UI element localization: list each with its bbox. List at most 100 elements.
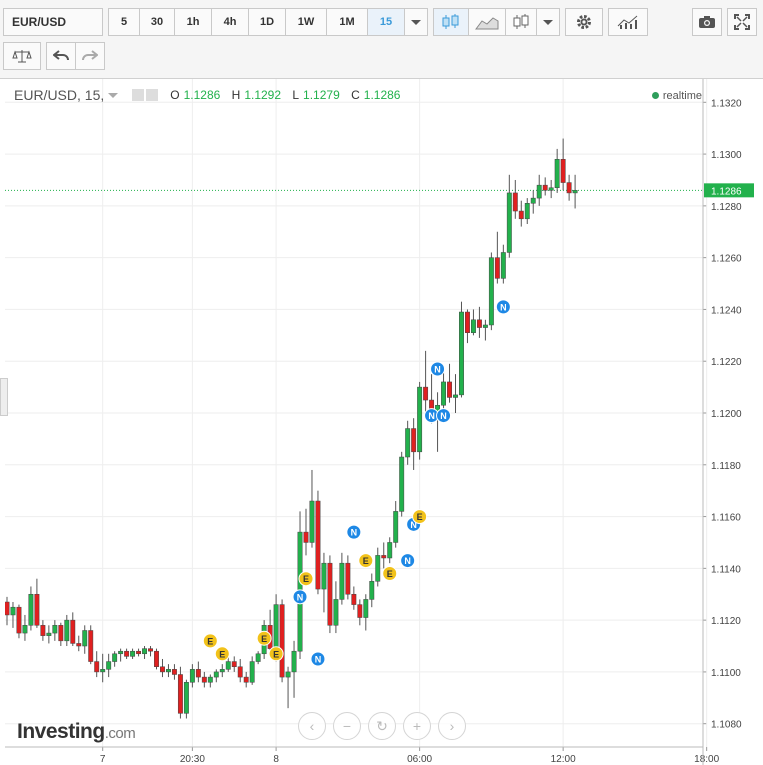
candle-up <box>333 599 339 626</box>
settings-button[interactable] <box>565 8 603 36</box>
interval-4h-button[interactable]: 4h <box>211 8 249 36</box>
candle-down <box>381 555 387 559</box>
logo-text: Investing <box>17 720 105 743</box>
candle-up <box>459 311 464 396</box>
candlestick-outline-icon <box>513 14 529 29</box>
chevron-down-icon[interactable] <box>108 92 119 98</box>
investing-logo: Investing.com <box>17 720 136 744</box>
candle-up <box>309 500 315 543</box>
candle-down <box>465 311 470 333</box>
candle-down <box>237 666 243 678</box>
reset-button[interactable]: ↻ <box>368 712 396 740</box>
bars-type-button[interactable] <box>505 8 537 36</box>
screenshot-button[interactable] <box>692 8 722 36</box>
economic-event-marker <box>202 633 218 649</box>
scroll-right-button[interactable]: › <box>438 712 466 740</box>
candle-down <box>40 625 46 636</box>
candle-up <box>130 650 136 657</box>
compare-button[interactable] <box>3 42 41 70</box>
candle-down <box>345 562 351 595</box>
x-tick-label: 20:30 <box>180 754 205 765</box>
open-label: O <box>170 88 180 102</box>
candle-up <box>554 159 560 188</box>
chart-type-dropdown-button[interactable] <box>536 8 560 36</box>
zoom-in-button[interactable]: + <box>403 712 431 740</box>
zoom-out-button[interactable]: − <box>333 712 361 740</box>
y-tick-label: 1.1140 <box>711 564 741 575</box>
candle-up <box>291 650 297 673</box>
candle-down <box>494 257 500 279</box>
candle-up <box>530 197 536 204</box>
chart-area[interactable]: 1.1320 1.1300 1.1280 1.1260 1.1240 1.1220 1.12… <box>5 79 758 765</box>
chevron-left-icon: ‹ <box>309 718 315 734</box>
candle-down <box>315 500 321 590</box>
candle-up <box>321 562 327 590</box>
eye-icon[interactable] <box>132 89 145 101</box>
candle-down <box>171 669 177 675</box>
y-tick-label: 1.1100 <box>711 668 741 679</box>
event-marker-label: E <box>261 634 267 644</box>
candle-up <box>142 648 147 655</box>
price-chart[interactable]: 1.1320 1.1300 1.1280 1.1260 1.1240 1.1220 1.12… <box>5 79 758 765</box>
candle-up <box>417 386 423 453</box>
candles-type-button[interactable] <box>433 8 469 36</box>
low-value: 1.1279 <box>303 88 340 102</box>
undo-button[interactable] <box>46 42 76 70</box>
event-marker-label: N <box>440 411 447 421</box>
event-marker-label: E <box>363 556 369 566</box>
close-label: C <box>351 88 360 102</box>
interval-30-button[interactable]: 30 <box>139 8 175 36</box>
candle-down <box>5 601 10 616</box>
interval-1m-button[interactable]: 1M <box>326 8 368 36</box>
redo-button[interactable] <box>75 42 105 70</box>
candle-up <box>548 187 554 191</box>
chevron-down-icon <box>543 19 553 25</box>
candle-up <box>249 661 255 683</box>
interval-dropdown-button[interactable] <box>404 8 428 36</box>
news-event-marker <box>310 651 326 667</box>
y-tick-label: 1.1220 <box>711 357 742 368</box>
scroll-left-button[interactable]: ‹ <box>298 712 326 740</box>
x-tick-label: 06:00 <box>407 754 432 765</box>
event-marker-label: N <box>428 411 435 421</box>
candle-down <box>518 210 524 220</box>
y-tick-label: 1.1320 <box>711 98 742 109</box>
candle-up <box>22 625 28 634</box>
candle-up <box>46 632 52 636</box>
y-tick-label: 1.1300 <box>711 150 742 161</box>
event-marker-label: N <box>404 556 411 566</box>
current-price-label-bg <box>704 183 754 198</box>
interval-1h-button[interactable]: 1h <box>174 8 212 36</box>
left-panel-toggle[interactable] <box>0 378 8 416</box>
event-marker-label: E <box>417 512 423 522</box>
candle-down <box>34 593 40 626</box>
candle-down <box>88 630 94 662</box>
candle-up <box>219 669 225 673</box>
candle-up <box>441 381 446 406</box>
candle-up <box>28 593 34 626</box>
candle-up <box>166 669 171 673</box>
candle-down <box>542 184 548 191</box>
candle-down <box>76 643 82 647</box>
economic-event-marker <box>382 566 398 582</box>
toolbar-right-group <box>692 8 757 36</box>
candle-up <box>399 456 405 512</box>
gear-icon[interactable] <box>146 89 159 101</box>
candle-up <box>393 511 399 543</box>
candle-up <box>82 630 88 647</box>
symbol-search-input[interactable]: EUR/USD <box>3 8 103 36</box>
fullscreen-button[interactable] <box>727 8 757 36</box>
undo-icon <box>53 50 69 61</box>
candle-down <box>512 192 518 212</box>
chevron-right-icon: › <box>449 718 455 734</box>
legend-ohlc: O 1.1286 H 1.1292 L 1.1279 C 1.1286 <box>162 88 400 102</box>
interval-15-button[interactable]: 15 <box>367 8 405 36</box>
y-tick-label: 1.1200 <box>711 409 742 420</box>
interval-1w-button[interactable]: 1W <box>285 8 327 36</box>
area-type-button[interactable] <box>468 8 506 36</box>
candle-up <box>112 653 118 662</box>
interval-5-button[interactable]: 5 <box>108 8 140 36</box>
indicators-button[interactable] <box>608 8 648 36</box>
current-price-label: 1.1286 <box>711 186 742 197</box>
interval-1d-button[interactable]: 1D <box>248 8 286 36</box>
